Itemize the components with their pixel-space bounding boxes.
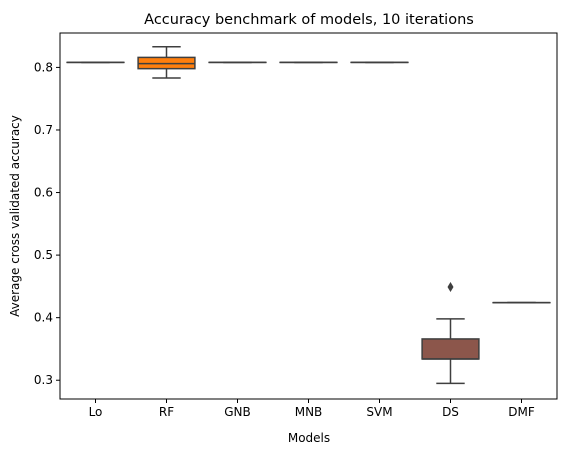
x-tick-label: GNB (224, 405, 251, 419)
boxes-layer (66, 46, 551, 385)
box-ds (421, 282, 480, 385)
chart-title: Accuracy benchmark of models, 10 iterati… (144, 12, 474, 28)
box-iqr (421, 338, 480, 360)
x-axis: Lo RF GNB MNB SVM DS DMF (89, 399, 535, 419)
y-tick-label: 0.6 (34, 186, 53, 200)
x-tick-label: SVM (366, 405, 392, 419)
x-tick-label: DMF (508, 405, 535, 419)
x-tick-label: MNB (295, 405, 323, 419)
y-tick-label: 0.7 (34, 123, 53, 137)
y-tick-label: 0.8 (34, 60, 53, 74)
outlier-point (447, 282, 454, 293)
x-axis-label: Models (288, 431, 330, 445)
y-tick-label: 0.5 (34, 248, 53, 262)
x-tick-label: RF (159, 405, 174, 419)
y-tick-label: 0.3 (34, 373, 53, 387)
y-axis-label: Average cross validated accuracy (8, 115, 22, 317)
plot-frame (59, 32, 558, 400)
x-tick-label: Lo (89, 405, 103, 419)
y-axis: 0.3 0.4 0.5 0.6 0.7 0.8 (34, 60, 60, 387)
y-tick-label: 0.4 (34, 311, 53, 325)
x-tick-label: DS (442, 405, 459, 419)
box-rf (137, 46, 196, 79)
